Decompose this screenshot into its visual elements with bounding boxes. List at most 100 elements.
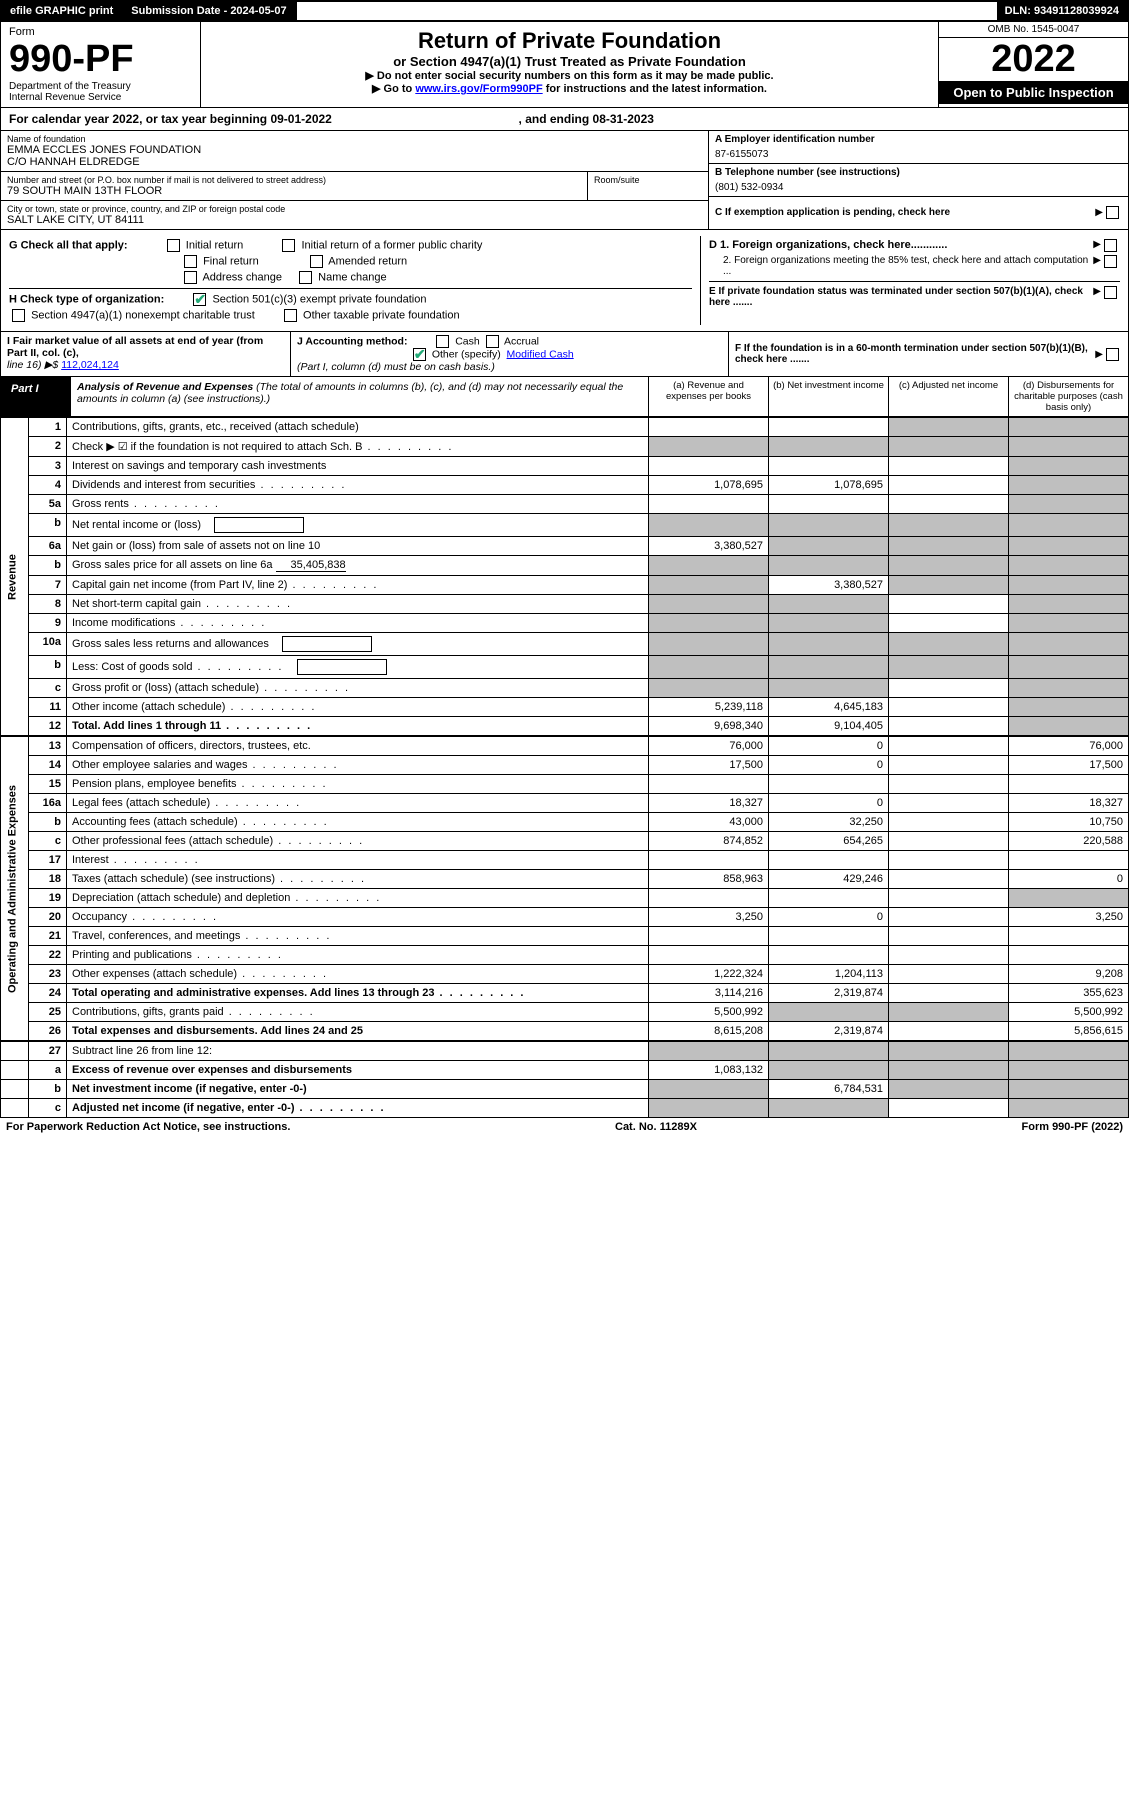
amount-cell-grey — [1009, 1080, 1129, 1099]
line-number: 16a — [29, 794, 67, 813]
j-other-checkbox[interactable] — [413, 348, 426, 361]
amount-cell-grey — [769, 1042, 889, 1061]
f-label: F If the foundation is in a 60-month ter… — [735, 343, 1095, 365]
submission-date: Submission Date - 2024-05-07 — [123, 2, 296, 20]
line-text: Other expenses (attach schedule) — [67, 965, 649, 984]
city-label: City or town, state or province, country… — [7, 204, 702, 214]
table-row: 19Depreciation (attach schedule) and dep… — [1, 889, 1129, 908]
amount-cell — [649, 927, 769, 946]
line-text: Total operating and administrative expen… — [67, 984, 649, 1003]
line-text: Occupancy — [67, 908, 649, 927]
table-row: 3Interest on savings and temporary cash … — [1, 457, 1129, 476]
j-accrual-checkbox[interactable] — [486, 335, 499, 348]
amount-cell-grey — [1009, 476, 1129, 495]
table-row: 15Pension plans, employee benefits — [1, 775, 1129, 794]
g-initial-checkbox[interactable] — [167, 239, 180, 252]
spacer-cell — [1, 1099, 29, 1118]
amount-cell-grey — [769, 1003, 889, 1022]
amount-cell: 429,246 — [769, 870, 889, 889]
line-number: b — [29, 556, 67, 576]
g-final-checkbox[interactable] — [184, 255, 197, 268]
amount-cell — [889, 908, 1009, 927]
amount-cell: 5,856,615 — [1009, 1022, 1129, 1041]
arrow-icon: ▶ — [1095, 207, 1103, 218]
amount-cell: 17,500 — [649, 756, 769, 775]
line-text: Compensation of officers, directors, tru… — [67, 737, 649, 756]
line-text: Check ▶ ☑ if the foundation is not requi… — [67, 437, 649, 457]
h-501c3-checkbox[interactable] — [193, 293, 206, 306]
amount-cell — [649, 457, 769, 476]
amount-cell-grey — [769, 1061, 889, 1080]
line-number: 15 — [29, 775, 67, 794]
open-public: Open to Public Inspection — [939, 81, 1128, 104]
fmv-value[interactable]: 112,024,124 — [61, 359, 119, 371]
g-initial-former-checkbox[interactable] — [282, 239, 295, 252]
g-address: Address change — [202, 271, 282, 283]
d1-label: D 1. Foreign organizations, check here..… — [709, 239, 1093, 252]
amount-cell — [889, 965, 1009, 984]
amount-cell — [889, 946, 1009, 965]
amount-cell-grey — [649, 514, 769, 537]
side-label: Revenue — [1, 418, 29, 736]
table-row: 17Interest — [1, 851, 1129, 870]
amount-cell-grey — [1009, 614, 1129, 633]
amount-cell — [889, 698, 1009, 717]
efile-button[interactable]: efile GRAPHIC print — [2, 2, 123, 20]
h-other-taxable: Other taxable private foundation — [303, 309, 460, 321]
line-number: 24 — [29, 984, 67, 1003]
line-text: Other employee salaries and wages — [67, 756, 649, 775]
h-501c3: Section 501(c)(3) exempt private foundat… — [212, 293, 426, 305]
amount-cell: 18,327 — [649, 794, 769, 813]
amount-cell-grey — [1009, 717, 1129, 736]
amount-cell — [889, 476, 1009, 495]
amount-cell — [649, 889, 769, 908]
amount-cell-grey — [1009, 418, 1129, 437]
h-4947-checkbox[interactable] — [12, 309, 25, 322]
amount-cell-grey — [1009, 1061, 1129, 1080]
g-address-checkbox[interactable] — [184, 271, 197, 284]
table-row: cGross profit or (loss) (attach schedule… — [1, 679, 1129, 698]
arrow-icon: ▶ — [1093, 286, 1101, 308]
line-number: 1 — [29, 418, 67, 437]
amount-cell-grey — [889, 1042, 1009, 1061]
amount-cell-grey — [649, 1099, 769, 1118]
line-number: 20 — [29, 908, 67, 927]
h-other-checkbox[interactable] — [284, 309, 297, 322]
amount-cell — [889, 851, 1009, 870]
line-number: c — [29, 1099, 67, 1118]
form-subtitle: or Section 4947(a)(1) Trust Treated as P… — [207, 54, 932, 69]
d2-checkbox[interactable] — [1104, 255, 1117, 268]
line-text: Gross profit or (loss) (attach schedule) — [67, 679, 649, 698]
g-row: G Check all that apply: Initial return I… — [9, 239, 692, 252]
amount-cell — [1009, 775, 1129, 794]
amount-cell-grey — [1009, 1099, 1129, 1118]
line-number: 6a — [29, 537, 67, 556]
c-checkbox[interactable] — [1106, 206, 1119, 219]
line-text: Gross rents — [67, 495, 649, 514]
line-text: Less: Cost of goods sold — [67, 656, 649, 679]
amount-cell-grey — [1009, 633, 1129, 656]
f-checkbox[interactable] — [1106, 348, 1119, 361]
d1-checkbox[interactable] — [1104, 239, 1117, 252]
line-text: Excess of revenue over expenses and disb… — [67, 1061, 649, 1080]
amount-cell — [649, 495, 769, 514]
amount-cell — [889, 756, 1009, 775]
line-text: Depreciation (attach schedule) and deple… — [67, 889, 649, 908]
table-row: 26Total expenses and disbursements. Add … — [1, 1022, 1129, 1041]
amount-cell — [769, 927, 889, 946]
form990pf-link[interactable]: www.irs.gov/Form990PF — [415, 83, 542, 95]
amount-cell-grey — [889, 418, 1009, 437]
amount-cell: 32,250 — [769, 813, 889, 832]
line-text: Contributions, gifts, grants paid — [67, 1003, 649, 1022]
amount-cell — [889, 457, 1009, 476]
g-name-checkbox[interactable] — [299, 271, 312, 284]
amount-cell — [889, 813, 1009, 832]
amount-cell — [889, 1022, 1009, 1041]
amount-cell — [889, 870, 1009, 889]
e-checkbox[interactable] — [1104, 286, 1117, 299]
line-number: b — [29, 813, 67, 832]
amount-cell-grey — [649, 614, 769, 633]
g-amended-checkbox[interactable] — [310, 255, 323, 268]
amount-cell — [1009, 851, 1129, 870]
j-cash-checkbox[interactable] — [436, 335, 449, 348]
